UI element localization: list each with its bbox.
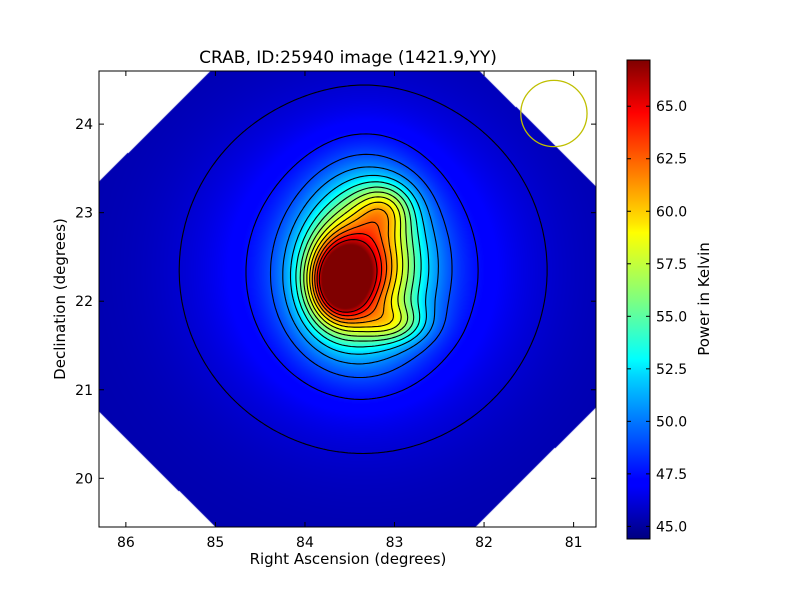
colorbar: 45.0 47.5 50.0 52.5 55.0 57.5 60.0 62.5 65.0 Pow…: [626, 59, 713, 540]
heatmap-image: [99, 71, 596, 527]
x-tick-label: 86: [117, 535, 135, 551]
colorbar-tick-label: 52.5: [656, 362, 687, 378]
x-tick-label: 82: [475, 535, 493, 551]
colorbar-tick-label: 65.0: [656, 99, 687, 115]
colorbar-tick-label: 60.0: [656, 204, 687, 220]
plot-area: [98, 70, 597, 528]
colorbar-gradient: [626, 59, 651, 540]
colorbar-tick-label: 47.5: [656, 467, 687, 483]
colorbar-tick-label: 62.5: [656, 152, 687, 168]
contour-line: [299, 186, 416, 342]
colorbar-tick-label: 55.0: [656, 309, 687, 325]
contour-line: [316, 233, 383, 317]
colorbar-tick-label: 45.0: [656, 519, 687, 535]
x-tick-label: 85: [207, 535, 225, 551]
plot-frame: [98, 70, 597, 528]
contour-line: [178, 84, 548, 455]
y-tick-label: 23: [75, 206, 93, 222]
x-axis: 86 85 84 83 82 81: [117, 71, 583, 551]
y-tick-label: 21: [75, 383, 93, 399]
y-axis-label: Declination (degrees): [51, 218, 69, 380]
y-axis: 20 21 22 23 24: [75, 117, 596, 487]
colorbar-tick-label: 50.0: [656, 414, 687, 430]
chart-title: CRAB, ID:25940 image (1421.9,YY): [199, 48, 497, 68]
y-tick-label: 20: [75, 471, 93, 487]
y-tick-label: 22: [75, 294, 93, 310]
x-axis-label: Right Ascension (degrees): [250, 550, 447, 568]
contour-line: [314, 221, 388, 320]
y-tick-label: 24: [75, 117, 93, 133]
contour-line: [309, 201, 398, 328]
contour-line: [303, 191, 409, 337]
contour-lines: [178, 84, 548, 455]
colorbar-label: Power in Kelvin: [695, 242, 713, 356]
contour-line: [282, 166, 439, 365]
x-tick-label: 81: [565, 535, 583, 551]
contour-line: [318, 239, 378, 313]
x-tick-label: 84: [296, 535, 314, 551]
contour-line: [311, 208, 393, 324]
contour-line: [245, 133, 479, 400]
colorbar-ticks: 45.0 47.5 50.0 52.5 55.0 57.5 60.0 62.5 65.0: [627, 99, 687, 535]
x-tick-label: 83: [386, 535, 404, 551]
contour-line: [289, 174, 430, 355]
contour-line: [306, 196, 404, 333]
beam-circle: [520, 79, 588, 148]
contour-line: [295, 181, 422, 348]
colorbar-tick-label: 57.5: [656, 257, 687, 273]
contour-line: [269, 153, 453, 379]
